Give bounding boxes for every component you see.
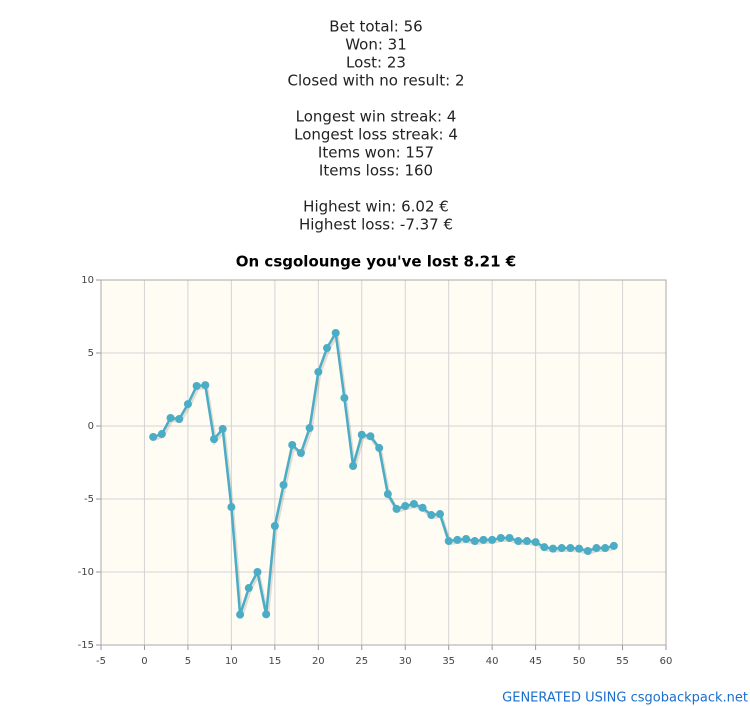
y-tick-label: -10 xyxy=(78,567,94,578)
data-point xyxy=(383,490,392,499)
data-point xyxy=(331,328,340,337)
data-point xyxy=(566,544,575,553)
stat-line: Highest loss: -7.37 € xyxy=(299,216,453,234)
footer-link[interactable]: GENERATED USING csgobackpack.net xyxy=(502,691,748,706)
data-point xyxy=(470,537,479,546)
data-point xyxy=(210,435,218,444)
data-point xyxy=(305,424,314,433)
data-point xyxy=(253,568,262,576)
chart-title: On csgolounge you've lost 8.21 € xyxy=(236,253,516,271)
data-point xyxy=(462,535,471,544)
data-point xyxy=(427,511,436,520)
x-tick-label: 45 xyxy=(529,656,542,667)
x-tick-label: 55 xyxy=(616,656,629,667)
data-point xyxy=(401,502,410,511)
x-tick-label: 10 xyxy=(225,656,238,667)
y-tick-label: 0 xyxy=(88,421,94,432)
data-point xyxy=(531,538,540,547)
x-tick-label: 30 xyxy=(399,656,412,667)
data-point xyxy=(227,503,236,512)
stat-line: Items won: 157 xyxy=(318,144,434,162)
data-point xyxy=(236,610,245,619)
data-point xyxy=(366,432,375,441)
data-point xyxy=(192,381,201,390)
stat-line: Longest loss streak: 4 xyxy=(294,126,458,144)
x-tick-label: 25 xyxy=(355,656,368,667)
data-point xyxy=(218,424,227,433)
data-point xyxy=(488,535,497,544)
data-point xyxy=(575,544,584,553)
data-point xyxy=(314,367,323,376)
data-point xyxy=(296,449,305,458)
data-point xyxy=(340,393,349,402)
stat-line: Highest win: 6.02 € xyxy=(303,198,449,216)
data-point xyxy=(453,535,462,544)
data-point xyxy=(444,537,453,546)
stat-line: Won: 31 xyxy=(345,36,407,54)
data-point xyxy=(418,503,427,512)
x-tick-label: 5 xyxy=(185,656,191,667)
x-tick-label: 40 xyxy=(486,656,499,667)
data-point xyxy=(288,440,297,449)
data-point xyxy=(514,537,523,546)
data-point xyxy=(549,544,557,553)
data-point xyxy=(409,499,418,508)
data-point xyxy=(149,432,158,441)
data-point xyxy=(583,546,592,555)
plot-border xyxy=(100,279,667,646)
x-tick-label: 35 xyxy=(442,656,455,667)
x-tick-label: 20 xyxy=(312,656,325,667)
y-tick-label: 5 xyxy=(88,348,94,359)
data-point xyxy=(279,480,288,489)
data-point xyxy=(270,522,279,531)
data-point xyxy=(496,533,505,542)
x-tick-label: -5 xyxy=(96,656,106,667)
plot-area xyxy=(100,279,667,646)
data-point xyxy=(540,543,549,552)
data-point xyxy=(609,541,618,550)
data-point xyxy=(522,537,531,546)
data-point xyxy=(201,381,210,390)
data-point xyxy=(183,400,192,409)
data-point xyxy=(357,430,366,439)
data-point xyxy=(244,584,253,593)
data-point xyxy=(392,504,401,513)
data-point xyxy=(166,413,175,422)
data-point xyxy=(557,544,566,553)
data-point xyxy=(601,544,610,553)
x-tick-label: 0 xyxy=(141,656,147,667)
y-tick-label: -15 xyxy=(78,640,94,651)
stat-line: Bet total: 56 xyxy=(329,18,422,36)
stat-line: Lost: 23 xyxy=(346,54,406,72)
x-tick-label: 15 xyxy=(268,656,281,667)
data-point xyxy=(323,344,331,353)
data-point xyxy=(157,430,166,439)
data-point xyxy=(349,462,358,471)
data-point xyxy=(592,544,601,553)
data-point xyxy=(175,414,184,423)
data-point xyxy=(479,535,488,544)
x-tick-label: 60 xyxy=(660,656,673,667)
data-point xyxy=(505,533,514,542)
y-tick-label: -5 xyxy=(84,494,94,505)
data-point xyxy=(375,443,384,452)
stat-line: Closed with no result: 2 xyxy=(288,72,465,90)
data-point xyxy=(436,510,444,519)
data-point xyxy=(262,610,271,619)
stat-line: Longest win streak: 4 xyxy=(296,108,457,126)
y-tick-label: 10 xyxy=(81,275,94,286)
x-tick-label: 50 xyxy=(573,656,586,667)
stat-line: Items loss: 160 xyxy=(319,162,433,180)
